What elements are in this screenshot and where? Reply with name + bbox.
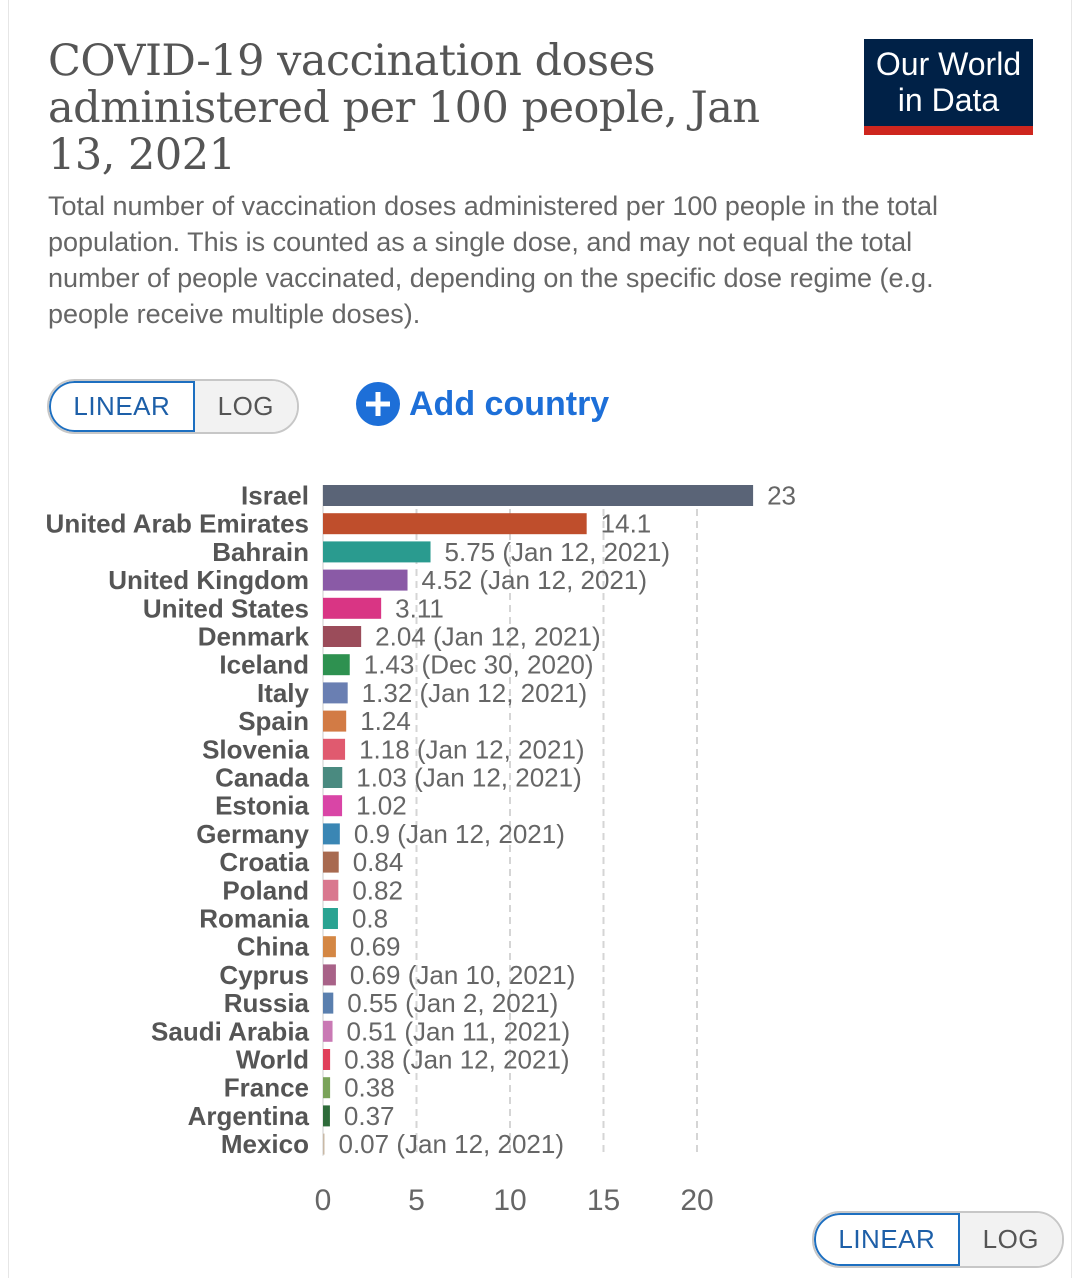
category-label: Saudi Arabia: [151, 1016, 310, 1046]
bar: [323, 992, 334, 1014]
value-label: 1.02: [356, 791, 407, 821]
x-tick-label: 15: [587, 1184, 620, 1217]
add-country-button[interactable]: Add country: [356, 380, 609, 428]
bar: [323, 823, 340, 845]
category-label: World: [236, 1045, 309, 1075]
value-label: 14.1: [601, 509, 652, 539]
category-label: Romania: [199, 904, 309, 934]
value-label: 0.07 (Jan 12, 2021): [339, 1129, 565, 1159]
category-label: Bahrain: [212, 537, 309, 567]
logo-line-1: Our World: [875, 46, 1022, 82]
value-label: 0.8: [352, 904, 388, 934]
plus-circle-icon: [356, 382, 400, 426]
bar: [323, 569, 408, 591]
bar: [323, 738, 346, 760]
linear-scale-button[interactable]: LINEAR: [49, 381, 195, 432]
x-tick-label: 20: [680, 1184, 713, 1217]
bar: [323, 1105, 330, 1127]
bar: [323, 654, 350, 676]
value-label: 23: [767, 481, 796, 511]
bar: [323, 710, 347, 732]
x-tick-label: 5: [408, 1184, 425, 1217]
bar: [323, 795, 343, 817]
logo-accent-bar: [864, 126, 1033, 135]
category-label: United Kingdom: [108, 565, 309, 595]
bar: [323, 541, 431, 563]
category-label: Iceland: [219, 650, 309, 680]
category-label: Poland: [222, 875, 309, 905]
linear-scale-button-bottom[interactable]: LINEAR: [814, 1213, 960, 1266]
category-label: Russia: [224, 988, 310, 1018]
category-label: China: [237, 932, 310, 962]
bar: [323, 767, 343, 788]
value-label: 5.75 (Jan 12, 2021): [445, 537, 671, 567]
bar: [323, 1020, 333, 1042]
category-label: United Arab Emirates: [46, 509, 309, 539]
value-label: 0.51 (Jan 11, 2021): [347, 1016, 571, 1046]
value-label: 4.52 (Jan 12, 2021): [422, 565, 648, 595]
bar: [323, 964, 336, 986]
value-label: 0.55 (Jan 2, 2021): [347, 988, 558, 1018]
category-label: Denmark: [198, 622, 310, 652]
scale-toggle-bottom: LINEAR LOG: [812, 1211, 1064, 1268]
bar: [323, 626, 362, 647]
category-label: Israel: [241, 481, 309, 511]
bar: [323, 597, 382, 619]
category-label: Slovenia: [202, 734, 309, 764]
value-label: 0.69 (Jan 10, 2021): [350, 960, 576, 990]
value-label: 0.69: [350, 932, 401, 962]
value-label: 1.18 (Jan 12, 2021): [359, 734, 585, 764]
scale-toggle-top: LINEAR LOG: [47, 379, 299, 434]
category-label: Argentina: [188, 1101, 310, 1131]
bar: [323, 879, 339, 901]
value-label: 2.04 (Jan 12, 2021): [375, 622, 601, 652]
value-label: 1.03 (Jan 12, 2021): [356, 763, 582, 793]
category-label: France: [224, 1073, 309, 1103]
value-label: 3.11: [395, 593, 444, 623]
category-label: Italy: [257, 678, 310, 708]
log-scale-button[interactable]: LOG: [194, 381, 297, 432]
bar: [323, 1049, 331, 1070]
value-label: 0.82: [352, 875, 403, 905]
category-label: Canada: [215, 763, 309, 793]
chart-frame: [8, 0, 1072, 1278]
value-label: 1.32 (Jan 12, 2021): [362, 678, 587, 708]
logo-line-2: in Data: [897, 82, 1000, 118]
bar: [323, 851, 339, 873]
category-label: Croatia: [219, 847, 309, 877]
category-label: Germany: [196, 819, 309, 849]
x-tick-label: 10: [493, 1184, 526, 1217]
value-label: 0.37: [344, 1101, 395, 1131]
bar: [323, 908, 338, 929]
chart-subtitle: Total number of vaccination doses admini…: [48, 191, 939, 329]
value-label: 0.38: [344, 1073, 395, 1103]
chart-title: COVID-19 vaccination doses administered …: [48, 36, 760, 180]
value-label: 1.43 (Dec 30, 2020): [364, 650, 594, 680]
log-scale-button-bottom[interactable]: LOG: [959, 1213, 1062, 1266]
add-country-label: Add country: [409, 384, 610, 423]
category-label: Spain: [238, 706, 309, 736]
category-label: Cyprus: [219, 960, 309, 990]
owid-logo[interactable]: Our World in Data: [864, 39, 1033, 135]
bar: [323, 936, 336, 958]
category-label: Mexico: [221, 1129, 309, 1159]
x-tick-label: 0: [315, 1184, 332, 1217]
bar: [323, 1133, 325, 1155]
bar: [323, 1077, 331, 1099]
value-label: 0.38 (Jan 12, 2021): [344, 1045, 569, 1075]
bar: [323, 682, 348, 704]
bar: [323, 485, 754, 506]
value-label: 0.84: [353, 847, 404, 877]
bar: [323, 513, 587, 535]
category-label: United States: [143, 593, 309, 623]
category-label: Estonia: [215, 791, 309, 821]
value-label: 0.9 (Jan 12, 2021): [354, 819, 565, 849]
value-label: 1.24: [360, 706, 411, 736]
